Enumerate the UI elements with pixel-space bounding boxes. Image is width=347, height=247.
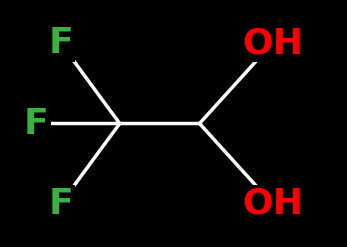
Text: F: F (48, 26, 73, 60)
Text: F: F (24, 106, 49, 141)
Text: F: F (48, 187, 73, 221)
Text: OH: OH (242, 26, 303, 60)
Text: OH: OH (242, 187, 303, 221)
